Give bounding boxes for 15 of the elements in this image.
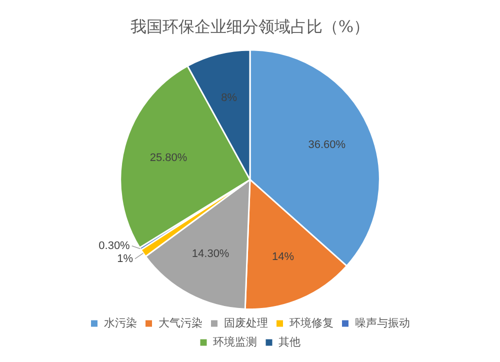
legend-label: 环境修复 — [289, 316, 334, 330]
legend-label: 环境监测 — [213, 335, 257, 348]
data-label: 25.80% — [150, 152, 188, 164]
data-label: 1% — [117, 252, 134, 265]
data-label: 36.60% — [308, 139, 346, 152]
data-label: 14.30% — [192, 248, 230, 260]
legend-label: 噪声与振动 — [354, 316, 410, 330]
legend-label: 固废处理 — [224, 316, 268, 330]
legend-label: 其他 — [278, 335, 300, 348]
data-label: 8% — [221, 92, 238, 104]
legend-label: 大气污染 — [158, 316, 202, 330]
data-label: 14% — [272, 251, 294, 264]
data-label: 0.30% — [98, 240, 130, 252]
chart-title: 我国环保企业细分领域占比（%） — [130, 16, 370, 36]
legend-label: 水污染 — [104, 316, 137, 330]
